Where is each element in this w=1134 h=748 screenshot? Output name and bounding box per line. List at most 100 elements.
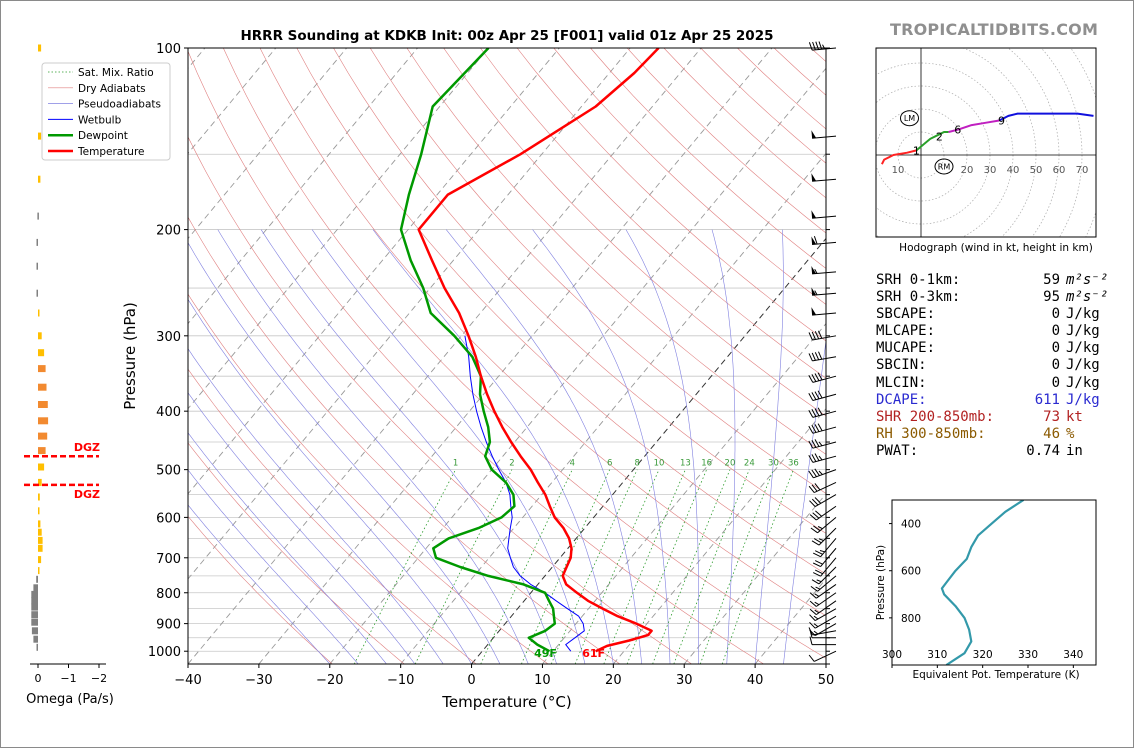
thetae-frame	[891, 499, 1097, 666]
dry-adiabat	[188, 50, 764, 664]
barb-full	[808, 454, 814, 463]
barb-shaft	[820, 557, 837, 577]
mixing-ratio-line	[480, 469, 573, 664]
barb-full	[808, 42, 813, 51]
stat-label: SBCIN:	[876, 357, 927, 374]
wind-barb	[808, 423, 837, 434]
hodo-ring-label: 60	[1053, 165, 1066, 176]
omega-x-tick-label: −1	[60, 672, 76, 685]
barb-full	[812, 512, 820, 519]
hodo-ring-label: 40	[1007, 165, 1020, 176]
omega-bar	[31, 618, 38, 626]
barb-full	[812, 572, 821, 577]
omega-bar	[38, 332, 42, 340]
dry-adiabat	[188, 442, 405, 664]
barb-full	[809, 500, 816, 507]
barb-full	[811, 540, 820, 546]
wind-barb	[808, 351, 837, 362]
barb-half	[813, 615, 819, 620]
wind-barb	[809, 636, 837, 646]
barb-half	[818, 455, 823, 461]
barb-full	[815, 510, 822, 517]
mixing-ratio-label: 30	[768, 459, 779, 469]
barb-full	[812, 41, 816, 50]
hodo-marker-label: RM	[938, 163, 951, 172]
stat-unit: J/kg	[1066, 391, 1100, 408]
barb-half	[818, 538, 824, 541]
wind-barb	[811, 210, 837, 219]
omega-bar	[38, 44, 42, 52]
barb-full	[814, 569, 823, 575]
barb-full	[814, 391, 820, 400]
barb-full	[811, 484, 818, 492]
barb-full	[809, 592, 817, 599]
wind-barb	[808, 453, 837, 463]
barb-half	[815, 586, 821, 590]
omega-bar	[36, 643, 38, 651]
stat-label: PWAT:	[876, 442, 919, 459]
x-tick-label: 20	[605, 673, 622, 688]
hodo-marker-ring	[900, 110, 919, 127]
barb-full	[817, 372, 823, 381]
wind-barb	[808, 390, 837, 401]
omega-bar	[37, 212, 39, 220]
barb-full	[808, 353, 813, 362]
barb-full	[811, 424, 817, 433]
y-tick-label: 600	[156, 511, 181, 526]
mixing-ratio-label: 8	[634, 459, 639, 469]
hodo-ring-label: 70	[1076, 165, 1089, 176]
wind-barb	[808, 468, 837, 479]
mixing-ratio-line	[550, 469, 638, 664]
theta-e-chart: 300 310 320 330 340 400 600 800 Equivalent Pot. …	[875, 499, 1097, 681]
wind-barb	[808, 372, 837, 383]
dry-adiabat	[188, 216, 621, 664]
barb-shaft	[812, 178, 837, 182]
legend-label: Sat. Mix. Ratio	[78, 67, 154, 79]
wind-barb	[809, 584, 837, 599]
wind-barb	[808, 41, 837, 51]
wind-barb	[809, 608, 837, 622]
omega-bar	[31, 611, 38, 619]
moist-adiabat	[188, 348, 444, 664]
x-tick-label: −30	[245, 673, 272, 688]
skewt-plot-area	[188, 48, 826, 664]
y-tick-label: 800	[156, 587, 181, 602]
y-tick-label: 200	[156, 224, 181, 239]
barb-full	[812, 562, 821, 568]
dry-adiabat	[443, 48, 826, 417]
moist-adiabat	[188, 392, 416, 664]
wind-barb	[808, 439, 837, 449]
barb-half	[816, 579, 822, 583]
barb-full	[811, 439, 817, 448]
chart-title: HRRR Sounding at KDKB Init: 00z Apr 25 […	[240, 28, 773, 44]
hodo-segment	[915, 131, 949, 152]
wind-barb	[809, 615, 837, 629]
omega-chart: 0 −1 −2 Omega (Pa/s) DGZ DGZ	[24, 44, 114, 707]
thetae-y-tick-label: 800	[901, 613, 921, 625]
stat-unit: m²s⁻²	[1066, 289, 1109, 306]
moist-adiabat	[711, 229, 736, 664]
mixing-ratio-line	[414, 469, 513, 664]
moist-adiabat	[188, 242, 501, 664]
wind-barb	[810, 517, 837, 534]
mixing-ratio-label: 1	[453, 459, 458, 469]
mixing-ratio-label: 2	[509, 459, 514, 469]
barb-full	[811, 469, 817, 477]
barb-shaft	[812, 215, 837, 219]
skewt-axes-frame	[187, 47, 827, 665]
dry-adiabat	[188, 293, 549, 664]
omega-bar	[38, 349, 45, 357]
moist-adiabat	[445, 229, 642, 664]
wind-barb	[809, 629, 837, 639]
mixing-ratio-line	[521, 469, 611, 664]
barb-full	[809, 629, 813, 638]
omega-bar	[33, 584, 38, 592]
isotherm	[188, 48, 702, 664]
barb-full	[808, 440, 814, 449]
hodograph-chart: 10 20 30 40 50 60 70 1 26 9 LM RM Hodograph (wind in…	[875, 47, 1097, 254]
stat-unit: J/kg	[1066, 357, 1100, 374]
stat-row: MLCIN: 0 J/kg	[876, 375, 1108, 392]
omega-bar	[38, 536, 43, 544]
